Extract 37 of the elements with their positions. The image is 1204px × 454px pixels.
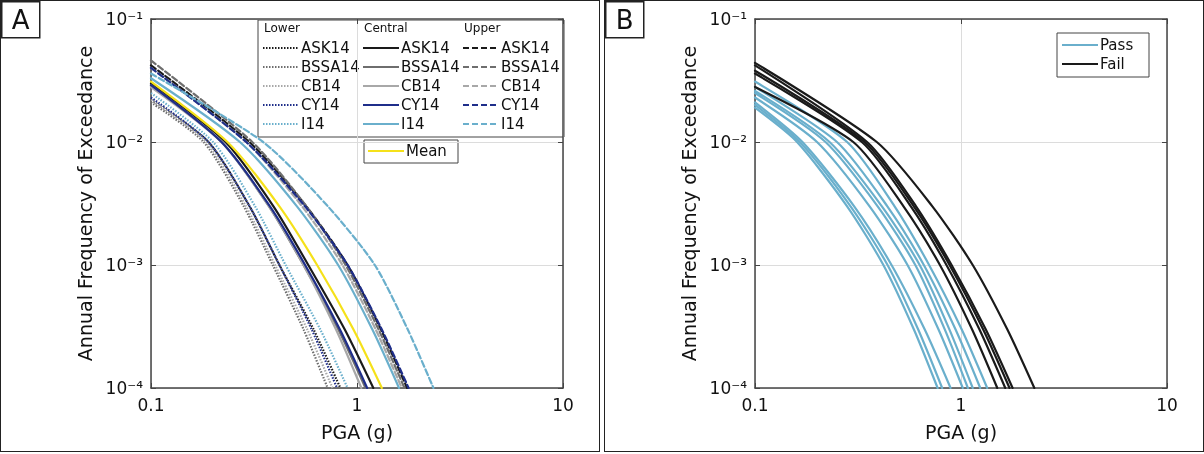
legend-label: BSSA14 [401,58,460,76]
y-tick-label: 10⁻¹ [709,9,747,29]
legend-label: Fail [1100,55,1125,73]
x-tick-label: 10 [552,394,574,415]
legend-label: BSSA14 [301,58,360,76]
x-tick-label: 1 [351,394,363,415]
legend-label: CY14 [301,96,340,114]
legend-label: ASK14 [501,39,550,57]
legend-label: ASK14 [301,39,350,57]
x-axis-title: PGA (g) [924,420,998,443]
annotation: Upper [464,21,501,35]
annotation: Central [364,21,408,35]
x-tick-label: 1 [955,394,967,415]
chart-title: B [615,4,634,35]
y-axis-title: Annual Frequency of Exceedance [678,45,701,362]
legend-label: I14 [401,115,425,133]
legend-label: CB14 [301,77,341,95]
legend-label: Mean [406,142,447,160]
chart-title: A [11,4,30,35]
y-tick-label: 10⁻¹ [105,9,143,29]
y-tick-label: 10⁻² [709,132,747,152]
legend-label: CB14 [401,77,441,95]
legend-label: Pass [1100,36,1134,54]
y-tick-label: 10⁻³ [709,255,747,275]
legend-label: I14 [501,115,525,133]
y-tick-label: 10⁻³ [105,255,143,275]
legend-label: CB14 [501,77,541,95]
legend-label: I14 [301,115,325,133]
annotation: Lower [264,21,301,35]
x-axis-title: PGA (g) [320,420,394,443]
legend-label: CY14 [501,96,540,114]
legend-label: ASK14 [401,39,450,57]
x-tick-label: 10 [1156,394,1178,415]
legend-label: BSSA14 [501,58,560,76]
y-tick-label: 10⁻² [105,132,143,152]
y-axis-title: Annual Frequency of Exceedance [74,45,97,362]
legend-label: CY14 [401,96,440,114]
